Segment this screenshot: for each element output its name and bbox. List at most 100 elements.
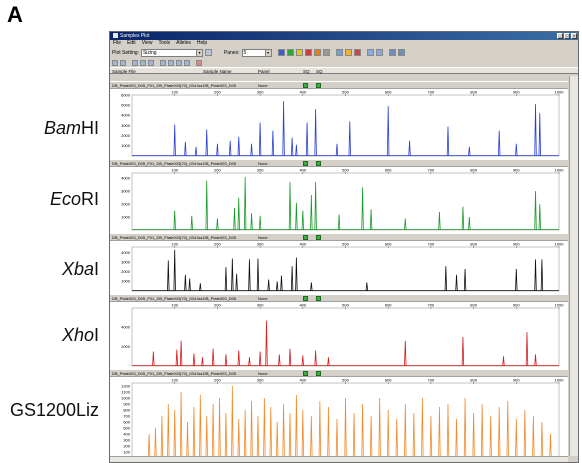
marker-icon[interactable] — [353, 49, 361, 56]
panes-value: 5 — [243, 49, 247, 56]
y-tick-label: 2000 — [121, 269, 131, 274]
peak — [463, 268, 467, 292]
x-tick-label: 1000 — [555, 242, 565, 247]
zoom-icon[interactable] — [366, 49, 374, 56]
sq-status-icon[interactable] — [303, 161, 308, 166]
peak — [549, 433, 552, 459]
sq-status-icon[interactable] — [316, 161, 321, 166]
x-tick-label: 200 — [214, 168, 221, 173]
x-tick-label: 300 — [257, 378, 264, 383]
y-tick-label: 800 — [123, 407, 130, 412]
select-icon[interactable] — [112, 59, 118, 66]
menu-file[interactable]: File — [113, 40, 122, 46]
lane-panel: None — [258, 371, 268, 376]
label-icon[interactable] — [168, 59, 174, 66]
dye-blue-button[interactable] — [277, 49, 285, 56]
plot-frame — [131, 94, 560, 157]
plot-setting-select[interactable]: Sizing ▾ — [140, 48, 203, 57]
y-tick-label: 4000 — [121, 175, 131, 180]
sort-icon[interactable] — [184, 59, 190, 66]
lane-label-rest: HI — [81, 118, 99, 138]
sq-status-icon[interactable] — [316, 83, 321, 88]
alert-icon[interactable] — [196, 59, 202, 66]
sq-status-icon[interactable] — [303, 83, 308, 88]
x-tick-label: 300 — [257, 90, 264, 95]
minimize-button[interactable]: _ — [557, 33, 563, 39]
close-button[interactable]: × — [571, 33, 577, 39]
peak — [301, 210, 304, 231]
align-icon[interactable] — [176, 59, 182, 66]
peak — [173, 249, 176, 292]
peak — [461, 336, 465, 367]
x-tick-label: 200 — [214, 378, 221, 383]
y-tick-label: 3000 — [121, 188, 131, 193]
overlay-icon[interactable] — [375, 49, 383, 56]
lane-header[interactable]: DB_Plate003_D05_F01_DB_Plate003(70)_004.… — [110, 81, 577, 89]
column-header-row: Sample File Sample Name Panel SQ SQ — [110, 67, 578, 74]
col-sq[interactable]: SQ — [303, 69, 310, 74]
menu-view[interactable]: View — [141, 40, 153, 46]
window-titlebar: Samples Plot _ □ × — [110, 32, 578, 40]
dye-all-button[interactable] — [322, 49, 330, 56]
lane-header[interactable]: DB_Plate003_D05_F01_DB_Plate003(70)_004.… — [110, 369, 577, 377]
lane-sample-file: DB_Plate003_D05_F01_DB_Plate003(70)_004.… — [112, 83, 203, 88]
peak — [378, 397, 381, 459]
plot-settings-edit-button[interactable] — [204, 49, 212, 56]
dye-yellow-button[interactable] — [295, 49, 303, 56]
maximize-button[interactable]: □ — [564, 33, 570, 39]
peak — [194, 146, 198, 157]
sq-status-icon[interactable] — [303, 235, 308, 240]
x-tick-label: 600 — [385, 303, 392, 308]
peak — [421, 397, 424, 459]
lane-header[interactable]: DB_Plate003_D05_F01_DB_Plate003(70)_004.… — [110, 294, 577, 302]
dye-orange-button[interactable] — [313, 49, 321, 56]
fit-icon[interactable] — [140, 59, 146, 66]
vertical-scrollbar[interactable] — [569, 76, 578, 456]
table-icon[interactable] — [335, 49, 343, 56]
peak — [455, 418, 458, 459]
save-icon[interactable] — [397, 49, 405, 56]
lane-sample-name: DB_Plate003_D05 — [203, 235, 237, 240]
menu-edit[interactable]: Edit — [127, 40, 136, 46]
y-tick-label: 4000 — [121, 113, 131, 118]
menu-help[interactable]: Help — [196, 40, 208, 46]
peak — [278, 354, 281, 367]
sq-status-icon[interactable] — [316, 235, 321, 240]
col-panel[interactable]: Panel — [258, 69, 270, 74]
col-sample-file[interactable]: Sample File — [112, 69, 136, 74]
dye-red-button[interactable] — [304, 49, 312, 56]
grid-icon[interactable] — [132, 59, 138, 66]
sq-status-icon[interactable] — [303, 371, 308, 376]
peak-icon[interactable] — [344, 49, 352, 56]
peak — [318, 400, 322, 459]
panes-select[interactable]: 5 ▾ — [241, 48, 272, 57]
col-sq-status[interactable]: SQ — [316, 69, 323, 74]
peak — [361, 187, 364, 231]
print-icon[interactable] — [388, 49, 396, 56]
bins-icon[interactable] — [160, 59, 166, 66]
x-tick-label: 400 — [299, 378, 306, 383]
horizontal-scrollbar[interactable] — [110, 456, 568, 462]
dye-green-button[interactable] — [286, 49, 294, 56]
lane-header[interactable]: DB_Plate003_D05_F01_DB_Plate003(70)_004.… — [110, 233, 577, 241]
x-tick-label: 900 — [513, 90, 520, 95]
menu-tools[interactable]: Tools — [158, 40, 171, 46]
menu-alleles[interactable]: Alleles — [176, 40, 191, 46]
lane-label-xhoi: XhoI — [62, 325, 99, 346]
peak — [404, 340, 407, 367]
peak — [327, 406, 330, 459]
peak — [288, 348, 292, 367]
lane-label-italic: Eco — [49, 189, 81, 209]
col-sample-name[interactable]: Sample Name — [203, 69, 232, 74]
sq-status-icon[interactable] — [316, 371, 321, 376]
sq-status-icon[interactable] — [303, 296, 308, 301]
peak — [184, 141, 187, 157]
peak — [506, 400, 509, 459]
sq-status-icon[interactable] — [316, 296, 321, 301]
peak — [463, 397, 467, 459]
lane-header[interactable]: DB_Plate003_D05_F01_DB_Plate003(70)_004.… — [110, 159, 577, 167]
x-tick-label: 800 — [470, 90, 477, 95]
move-icon[interactable] — [120, 59, 126, 66]
scale-icon[interactable] — [148, 59, 154, 66]
peak — [173, 210, 176, 231]
